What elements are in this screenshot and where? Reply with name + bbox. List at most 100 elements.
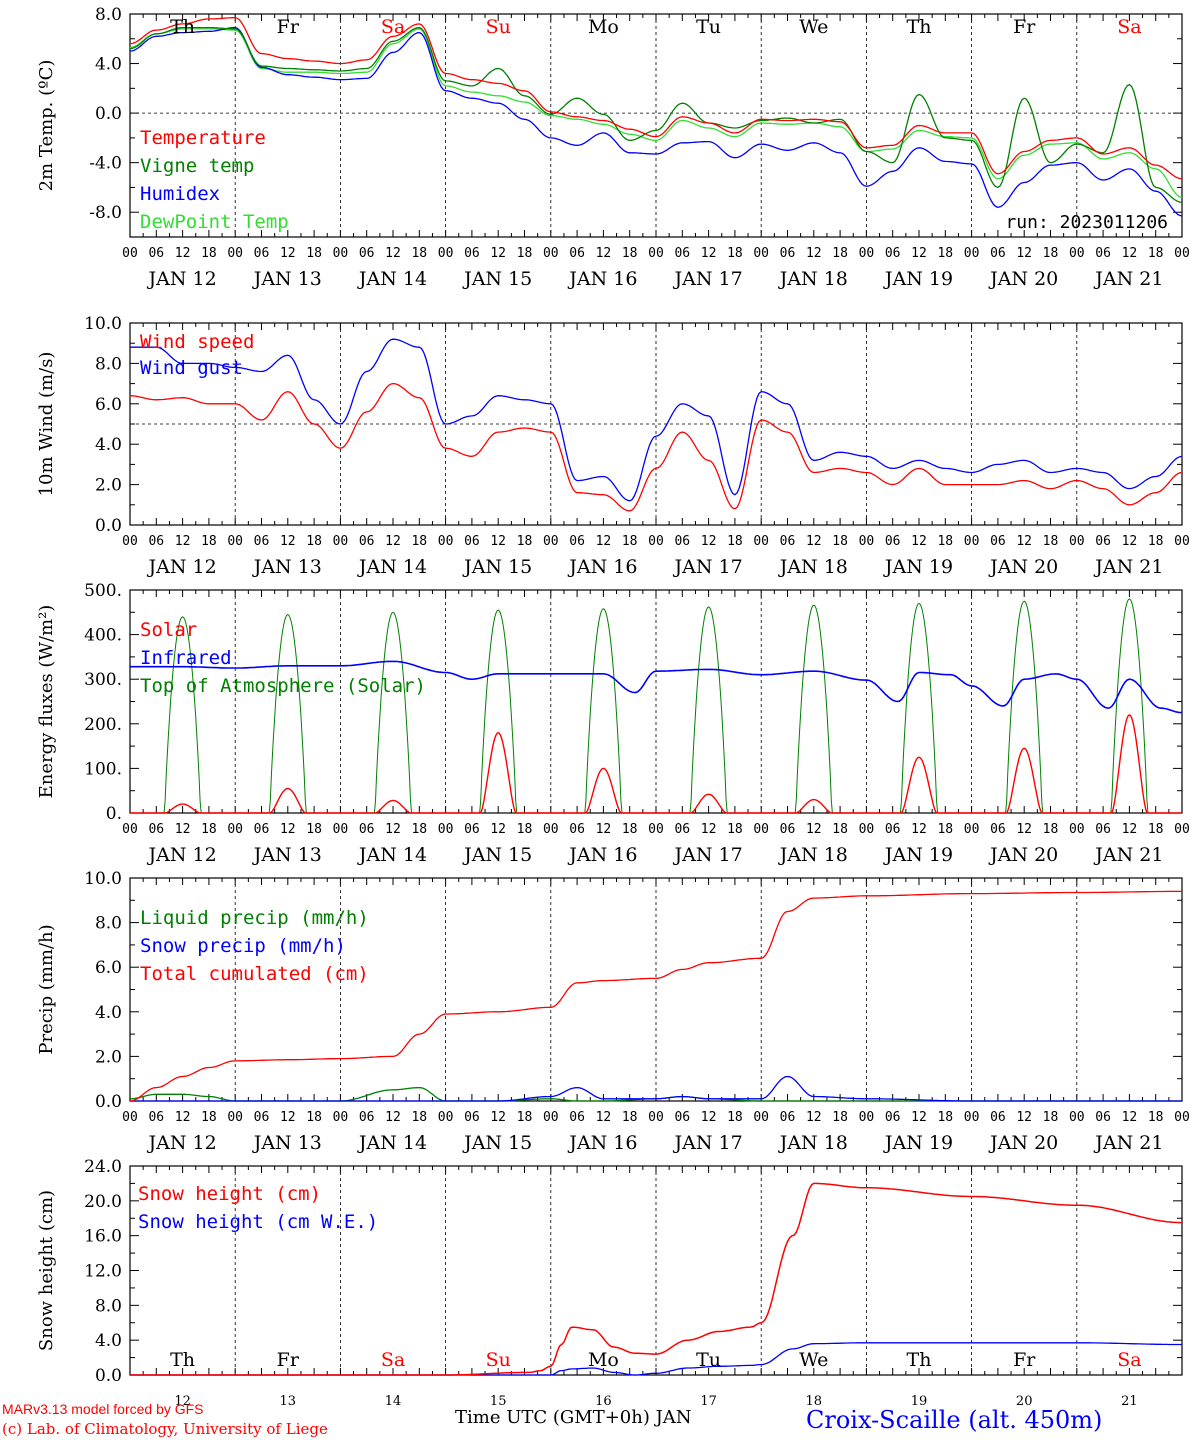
day-name: Fr [277,16,300,38]
hour-label: 06 [885,822,901,837]
hour-label: 06 [569,822,585,837]
day-name: We [799,1349,828,1371]
hour-label: 18 [1043,534,1059,549]
hour-label: 18 [1043,246,1059,261]
panel-3: 500. 400. 300. 200. 100. 0. Energy fluxes (W/m… [36,581,1190,866]
day-number: 16 [595,1394,612,1409]
hour-label: 00 [438,534,454,549]
hour-label: 18 [1148,1110,1164,1125]
day-name: Sa [1117,16,1141,38]
day-name: Mo [588,16,619,38]
hour-label: 00 [859,246,875,261]
hour-label: 00 [122,534,138,549]
y-tick-label: 400. [84,626,122,646]
day-number: 21 [1121,1394,1138,1409]
day-name: Su [486,16,511,38]
hour-label: 12 [280,246,296,261]
hour-label: 06 [674,1110,690,1125]
legend-entry: Snow height (cm) [138,1183,321,1205]
hour-label: 06 [569,1110,585,1125]
series-line [129,28,1183,199]
date-label: JAN 13 [252,556,322,578]
legend-entry: Infrared [140,647,232,669]
hour-label: 00 [859,822,875,837]
hour-label: 12 [911,822,927,837]
date-label: JAN 15 [462,268,532,290]
y-tick-label: 10.0 [84,869,122,889]
footer-model: MARv3.13 model forced by GFS [2,1401,204,1417]
hour-label: 06 [990,246,1006,261]
y-tick-label: 0.0 [95,104,122,124]
hour-label: 18 [411,822,427,837]
y-tick-label: 24.0 [84,1157,122,1177]
legend-entry: Solar [140,619,197,641]
date-label: JAN 20 [988,268,1058,290]
hour-label: 06 [569,246,585,261]
hour-label: 06 [780,246,796,261]
hour-label: 06 [990,534,1006,549]
legend-entry: Wind gust [140,357,243,379]
y-tick-label: -8.0 [89,203,122,223]
hour-label: 00 [438,246,454,261]
hour-label: 06 [359,822,375,837]
legend-entry: Temperature [140,127,266,149]
y-axis-label: 2m Temp. (ºC) [36,60,57,192]
hour-label: 00 [964,534,980,549]
hour-label: 12 [1016,246,1032,261]
legend-entry: Vigne temp [140,155,254,177]
y-tick-label: 300. [84,670,122,690]
hour-label: 18 [306,1110,322,1125]
hour-label: 12 [1122,1110,1138,1125]
hour-label: 06 [990,822,1006,837]
hour-label: 12 [490,246,506,261]
hour-label: 00 [122,246,138,261]
hour-label: 18 [622,534,638,549]
hour-label: 18 [937,822,953,837]
day-number: 13 [280,1394,297,1409]
hour-label: 12 [1016,534,1032,549]
date-label: JAN 15 [462,1132,532,1154]
day-name: Mo [588,1349,619,1371]
day-name: Th [170,1349,195,1371]
hour-label: 06 [464,822,480,837]
legend-entry: Total cumulated (cm) [140,963,369,985]
day-name: Fr [277,1349,300,1371]
day-name: Th [170,16,195,38]
hour-label: 06 [990,1110,1006,1125]
hour-label: 18 [1148,246,1164,261]
hour-label: 12 [911,1110,927,1125]
hour-label: 18 [622,246,638,261]
hour-label: 18 [1043,1110,1059,1125]
hour-label: 00 [333,246,349,261]
series-line [130,1182,1182,1376]
hour-label: 06 [780,1110,796,1125]
hour-label: 00 [964,246,980,261]
date-label: JAN 21 [1093,844,1163,866]
hour-label: 06 [359,534,375,549]
hour-label: 18 [1043,822,1059,837]
hour-label: 06 [148,822,164,837]
hour-label: 00 [648,246,664,261]
hour-label: 18 [622,1110,638,1125]
y-tick-label: 16.0 [84,1227,122,1247]
hour-label: 00 [1069,246,1085,261]
day-number: 15 [490,1394,507,1409]
date-label: JAN 12 [147,844,217,866]
hour-label: 00 [333,1110,349,1125]
series-line [129,890,1182,1102]
hour-label: 12 [701,246,717,261]
hour-label: 18 [306,246,322,261]
day-name: Fr [1013,16,1036,38]
hour-label: 00 [438,1110,454,1125]
date-label: JAN 21 [1093,268,1163,290]
hour-label: 18 [201,534,217,549]
run-label: run: 2023011206 [1005,212,1168,233]
hour-label: 00 [227,1110,243,1125]
hour-label: 18 [306,822,322,837]
hour-label: 00 [227,822,243,837]
panel-5: 24.0 20.0 16.0 12.0 8.0 4.0 0.0 Snow height (cm… [36,1157,1183,1409]
hour-label: 12 [280,1110,296,1125]
hour-label: 00 [964,1110,980,1125]
meteogram-panels: 8.0 4.0 0.0 -4.0 -8.0 2m Temp. (ºC) 00 06 12 18 JA… [36,5,1190,1409]
hour-label: 06 [780,822,796,837]
